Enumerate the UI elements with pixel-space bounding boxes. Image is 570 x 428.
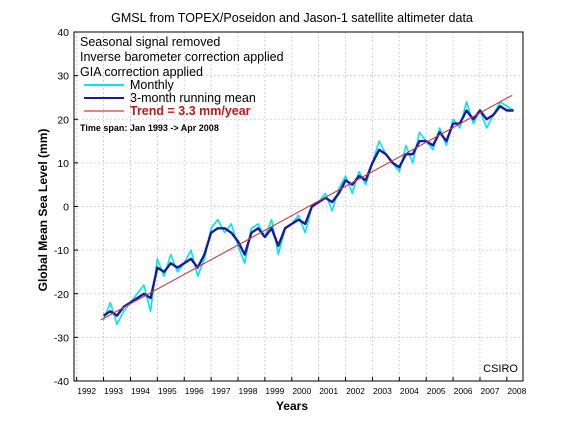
x-tick-label: 1998 xyxy=(239,386,258,396)
y-tick-label: -40 xyxy=(54,376,69,388)
time-span-label: Time span: Jan 1993 -> Apr 2008 xyxy=(80,123,219,133)
y-tick-label: -20 xyxy=(54,289,69,301)
y-tick-label: 30 xyxy=(57,71,69,83)
series-layer xyxy=(100,94,515,326)
legend-label-running-mean: 3-month running mean xyxy=(130,91,256,105)
x-tick-label: 1993 xyxy=(104,386,123,396)
y-tick-label: -10 xyxy=(54,245,69,257)
x-tick-label: 1994 xyxy=(131,386,150,396)
legend: Monthly 3-month running mean Trend = 3.3… xyxy=(84,78,256,118)
x-tick-label: 1997 xyxy=(212,386,231,396)
series-line-running-mean xyxy=(102,104,514,317)
x-tick-label: 2002 xyxy=(346,386,365,396)
y-axis-label: Global Mean Sea Level (mm) xyxy=(36,129,50,292)
x-tick-label: 1992 xyxy=(77,386,96,396)
x-tick-label: 2008 xyxy=(507,386,526,396)
x-tick-label: 2007 xyxy=(481,386,500,396)
x-tick-label: 1996 xyxy=(185,386,204,396)
x-tick-label: 2003 xyxy=(373,386,392,396)
legend-label-monthly: Monthly xyxy=(130,78,175,92)
x-tick-label: 2000 xyxy=(292,386,311,396)
legend-label-trend: Trend = 3.3 mm/year xyxy=(130,104,251,118)
grid xyxy=(74,32,523,381)
y-tick-label: 10 xyxy=(57,158,69,170)
note-seasonal: Seasonal signal removed xyxy=(80,35,220,49)
series-line-trend xyxy=(100,94,513,321)
x-tick-label: 2006 xyxy=(454,386,473,396)
series-line-monthly xyxy=(102,101,515,326)
x-tick-label: 1995 xyxy=(158,386,177,396)
y-tick-label: 0 xyxy=(63,202,69,214)
x-axis-label: Years xyxy=(276,399,308,413)
y-tick-label: 40 xyxy=(57,27,69,39)
credit-label: CSIRO xyxy=(483,363,518,375)
y-tick-label: 20 xyxy=(57,114,69,126)
y-tick-label: -30 xyxy=(54,332,69,344)
chart-title: GMSL from TOPEX/Poseidon and Jason-1 sat… xyxy=(111,11,473,25)
x-tick-label: 2001 xyxy=(319,386,338,396)
y-tick-labels: -40 -30 -20 -10 0 10 20 30 40 xyxy=(54,27,78,388)
x-tick-label: 2005 xyxy=(427,386,446,396)
x-tick-label: 1999 xyxy=(265,386,284,396)
annotation-notes: Seasonal signal removed Inverse baromete… xyxy=(80,35,284,79)
note-inverse-barometer: Inverse barometer correction applied xyxy=(80,50,284,64)
x-tick-labels: 1992 1993 1994 1995 1996 1997 1998 1999 2000 2001… xyxy=(76,377,527,396)
x-tick-label: 2004 xyxy=(400,386,419,396)
note-gia: GIA correction applied xyxy=(80,65,203,79)
